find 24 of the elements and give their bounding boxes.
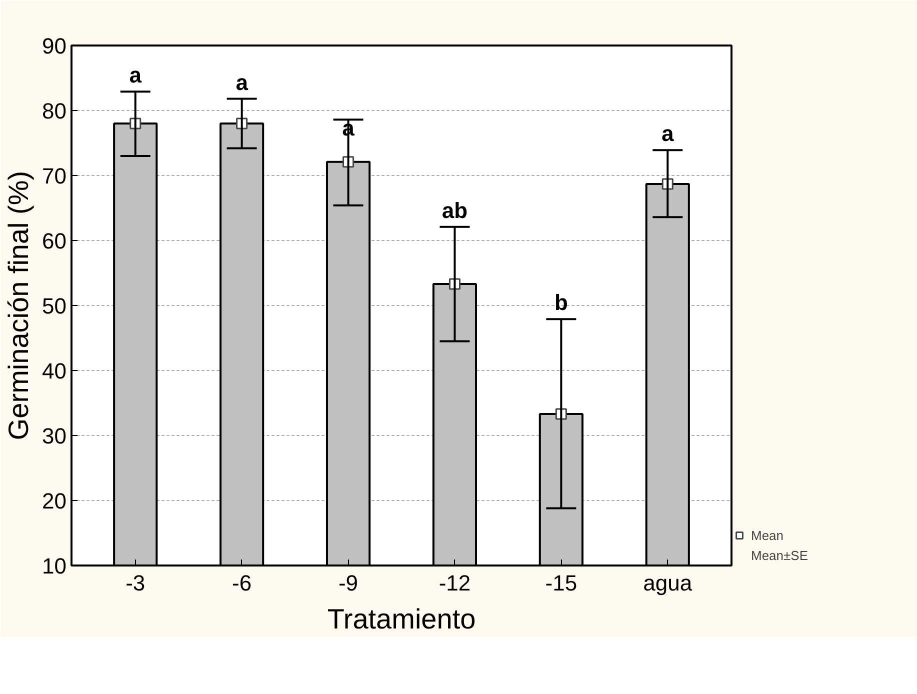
y-tick-label: 60 xyxy=(42,228,67,254)
text: Mean±SE xyxy=(751,548,808,562)
x-tick-label: agua xyxy=(643,570,693,596)
x-tick-label: -12 xyxy=(438,570,471,596)
x-tick-label: -9 xyxy=(338,570,358,596)
annotation: a xyxy=(129,62,142,88)
y-tick-label: 20 xyxy=(42,488,67,514)
annotation: b xyxy=(554,290,568,316)
x-tick-label: -15 xyxy=(545,570,578,596)
annotation: a xyxy=(236,70,249,95)
y-tick-label: 40 xyxy=(42,358,67,384)
y-tick-label: 30 xyxy=(42,424,67,448)
legend-label: Mean xyxy=(751,528,784,542)
y-tick-label: 10 xyxy=(42,554,67,578)
y-tick-label: 80 xyxy=(42,98,67,124)
y-tick-label: 50 xyxy=(42,294,67,318)
annotation: ab xyxy=(442,198,468,223)
y-tick-label: 90 xyxy=(42,34,67,58)
y-axis-title: Germinación final (%) xyxy=(3,170,34,440)
annotation: a xyxy=(662,121,675,146)
x-tick-label: -3 xyxy=(126,570,146,596)
x-tick-label: -6 xyxy=(232,570,252,596)
x-axis-title: Tratamiento xyxy=(327,604,476,634)
y-tick-label: 70 xyxy=(42,164,67,188)
